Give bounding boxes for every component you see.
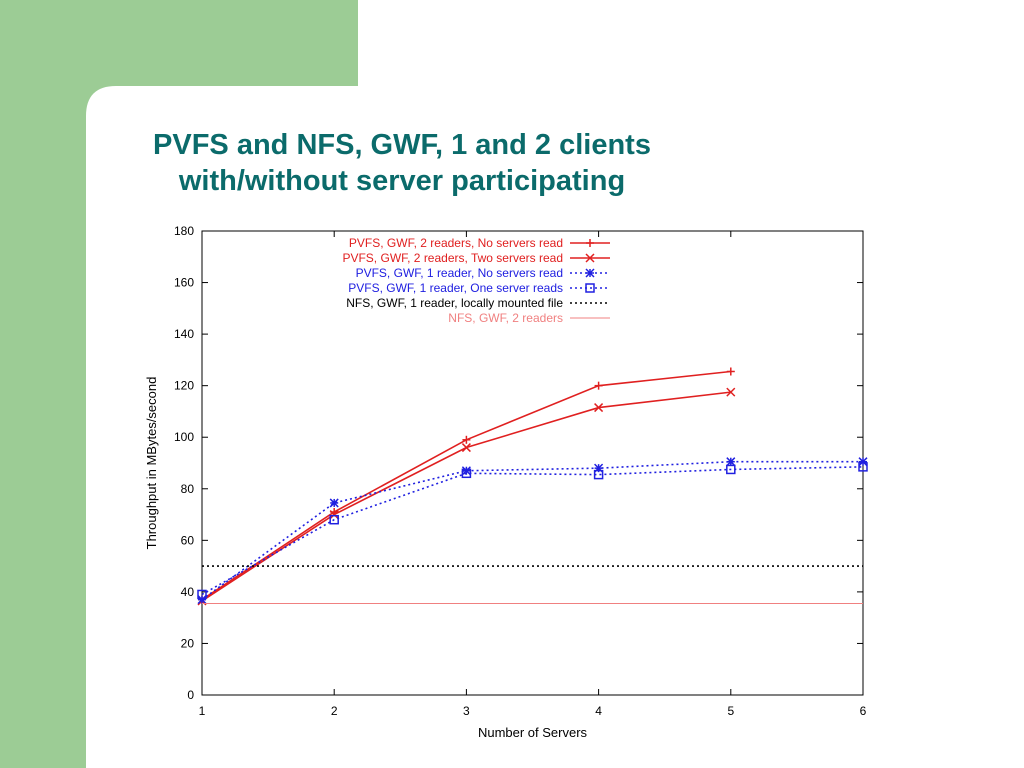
legend-label: NFS, GWF, 1 reader, locally mounted file xyxy=(346,296,563,310)
series-3-point-d2 xyxy=(329,498,339,508)
x-tick-label: 2 xyxy=(331,704,338,718)
series-2-point xyxy=(329,510,339,520)
series-2-point xyxy=(726,387,736,397)
series-4-point-box xyxy=(593,469,604,480)
series-4-point xyxy=(461,468,472,479)
legend-label: PVFS, GWF, 1 reader, No servers read xyxy=(356,266,563,280)
series-3-point-d2 xyxy=(858,457,868,467)
series-1-point xyxy=(726,367,735,376)
y-tick-label: 120 xyxy=(174,379,194,393)
series-4-point xyxy=(726,464,736,475)
slide-top-green-band xyxy=(0,0,358,86)
x-tick-label: 1 xyxy=(199,704,206,718)
legend-marker xyxy=(586,239,594,247)
legend-label: PVFS, GWF, 2 readers, No servers read xyxy=(349,236,563,250)
legend-label: PVFS, GWF, 1 reader, One server reads xyxy=(348,281,563,295)
series-line-2 xyxy=(201,391,731,602)
series-line-3 xyxy=(201,460,863,601)
y-tick-label: 100 xyxy=(174,430,194,444)
series-4-point-box xyxy=(858,462,868,472)
x-tick-label: 3 xyxy=(463,704,470,718)
series-4-point xyxy=(593,469,604,480)
series-4-point-box xyxy=(461,468,472,479)
legend-marker-d2 xyxy=(585,268,595,278)
x-tick-label: 4 xyxy=(595,704,602,718)
series-1-point xyxy=(594,381,603,390)
y-tick-label: 180 xyxy=(174,224,194,238)
slide-title: PVFS and NFS, GWF, 1 and 2 clients with/… xyxy=(92,127,712,199)
throughput-chart: 0 20 40 60 80 100 120 140 160 180 1 2 3 4 5 6 Number of … xyxy=(144,224,868,740)
series-2-point-d2 xyxy=(329,510,339,520)
x-axis-label: Number of Servers xyxy=(478,725,588,740)
slide-left-green-band xyxy=(0,0,86,768)
x-tick-label: 6 xyxy=(860,704,867,718)
y-tick-label: 20 xyxy=(181,636,195,650)
legend-label: NFS, GWF, 2 readers xyxy=(448,311,563,325)
series-4-point xyxy=(197,589,207,600)
series-line-1 xyxy=(201,370,731,601)
legend-label: PVFS, GWF, 2 readers, Two servers read xyxy=(342,251,563,265)
legend-marker xyxy=(585,253,595,263)
slide-rounded-corner xyxy=(86,86,116,116)
y-tick-label: 160 xyxy=(174,276,194,290)
series-4-point xyxy=(858,462,868,472)
series-2-point-d2 xyxy=(461,443,471,453)
series-3-point xyxy=(329,498,339,508)
series-3-point-d2 xyxy=(197,595,207,605)
legend-marker-box xyxy=(585,283,595,293)
series-3-point xyxy=(858,457,868,467)
y-tick-label: 80 xyxy=(181,482,195,496)
series-3-point xyxy=(726,457,736,467)
slide-title-line-1: PVFS and NFS, GWF, 1 and 2 clients xyxy=(153,129,651,161)
series-4-point-box xyxy=(726,464,736,475)
legend-marker xyxy=(585,283,595,293)
series-2-point-d2 xyxy=(594,403,604,413)
series-2-point xyxy=(594,403,604,413)
series-2-point-d2 xyxy=(726,387,736,397)
legend-marker-d2 xyxy=(585,253,595,263)
y-tick-label: 140 xyxy=(174,327,194,341)
series-3-point-d2 xyxy=(726,457,736,467)
y-tick-label: 0 xyxy=(187,688,194,702)
series-4-point xyxy=(329,514,339,525)
series-4-point-box xyxy=(329,514,339,525)
series-line-4 xyxy=(201,466,864,596)
x-tick-label: 5 xyxy=(727,704,734,718)
legend-marker xyxy=(585,268,595,278)
series-3-point xyxy=(197,595,207,605)
series-1-point xyxy=(462,435,471,444)
slide-title-line-2: with/without server participating xyxy=(178,165,626,197)
series-3-point-d2 xyxy=(461,466,471,476)
y-tick-label: 40 xyxy=(181,585,195,599)
y-tick-label: 60 xyxy=(181,533,195,547)
series-2-point xyxy=(461,443,471,453)
series-4-point-box xyxy=(197,589,207,600)
y-axis-label: Throughput in MBytes/second xyxy=(144,377,159,550)
